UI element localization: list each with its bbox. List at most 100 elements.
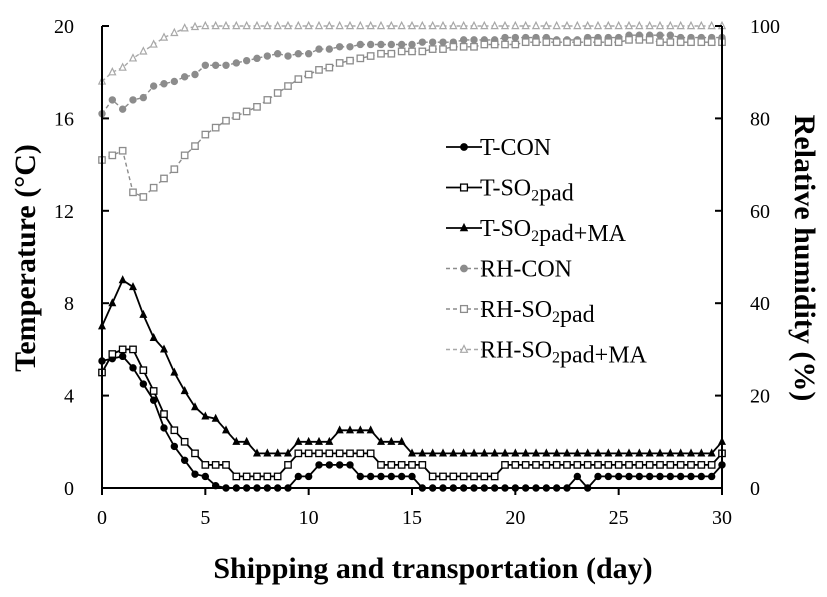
- data-point-rh-so2pad-ma: [325, 20, 334, 30]
- data-point-rh-so2pad: [118, 146, 127, 155]
- data-point-t-con: [201, 472, 210, 481]
- data-point-t-so2pad: [645, 461, 654, 469]
- data-point-rh-so2pad: [284, 82, 292, 90]
- data-point-rh-con: [315, 45, 323, 53]
- series-rh-so2pad: [98, 36, 726, 201]
- data-point-rh-so2pad-ma: [438, 20, 448, 30]
- data-point-t-so2pad: [160, 410, 168, 418]
- data-point-t-so2pad: [377, 461, 385, 469]
- data-point-t-so2pad-ma: [376, 436, 386, 445]
- data-point-rh-so2pad-ma: [201, 20, 210, 30]
- x-tick-label: 0: [97, 507, 107, 529]
- data-point-rh-so2pad-ma: [232, 20, 241, 30]
- data-point-rh-so2pad: [573, 38, 582, 47]
- data-point-t-con: [294, 472, 303, 481]
- data-point-t-so2pad-ma: [604, 448, 613, 457]
- data-point-t-so2pad-ma: [438, 448, 448, 457]
- data-point-t-so2pad-ma: [490, 448, 499, 457]
- data-point-rh-so2pad-ma: [521, 20, 530, 30]
- legend-label-rh-so2pad: RH-SO2pad: [480, 297, 595, 328]
- data-point-t-con: [139, 380, 148, 388]
- data-point-t-so2pad: [129, 345, 137, 354]
- data-point-t-so2pad: [346, 449, 354, 458]
- data-point-rh-so2pad-ma: [635, 20, 644, 30]
- data-point-t-so2pad: [594, 461, 602, 469]
- data-point-t-so2pad: [635, 461, 644, 469]
- data-point-rh-so2pad-ma: [542, 20, 551, 30]
- data-point-rh-so2pad-ma: [676, 20, 685, 30]
- data-point-t-so2pad: [253, 472, 261, 481]
- data-point-t-so2pad: [242, 472, 251, 481]
- data-point-rh-so2pad-ma: [242, 20, 251, 30]
- data-point-rh-con: [160, 80, 168, 88]
- data-point-rh-so2pad-ma: [345, 20, 355, 30]
- data-point-rh-so2pad: [645, 36, 654, 44]
- data-point-t-con: [635, 472, 644, 481]
- legend-label-rh-con: RH-CON: [480, 257, 572, 283]
- data-point-rh-so2pad: [614, 38, 623, 47]
- y-left-tick-label: 16: [54, 108, 74, 130]
- data-point-rh-so2pad: [408, 47, 416, 56]
- data-point-rh-con: [366, 40, 375, 49]
- data-point-t-con: [645, 472, 654, 481]
- data-point-t-so2pad: [273, 472, 282, 481]
- data-point-rh-so2pad-ma: [490, 20, 499, 30]
- data-point-rh-so2pad: [542, 38, 551, 47]
- data-point-t-so2pad-ma: [542, 448, 551, 457]
- data-point-t-con: [366, 472, 375, 481]
- data-point-t-so2pad: [366, 449, 375, 458]
- data-point-t-so2pad-ma: [201, 411, 210, 420]
- data-point-t-so2pad: [666, 461, 675, 469]
- data-point-t-con: [118, 352, 127, 361]
- data-point-t-so2pad: [356, 449, 365, 458]
- data-point-rh-so2pad: [346, 56, 354, 65]
- data-point-rh-con: [511, 33, 520, 42]
- data-point-rh-so2pad: [418, 47, 427, 56]
- data-point-t-so2pad-ma: [480, 448, 489, 457]
- data-point-t-so2pad-ma: [397, 436, 406, 445]
- data-point-rh-so2pad-ma: [459, 20, 468, 30]
- data-point-rh-con: [118, 105, 127, 113]
- data-point-t-so2pad: [284, 461, 292, 469]
- data-point-rh-so2pad-ma: [180, 23, 189, 32]
- data-point-t-so2pad-ma: [294, 436, 303, 445]
- data-point-t-con: [160, 424, 168, 432]
- data-point-t-so2pad: [501, 461, 509, 469]
- data-point-rh-so2pad: [604, 38, 613, 47]
- data-point-t-so2pad-ma: [635, 448, 644, 457]
- data-point-rh-so2pad: [108, 151, 117, 160]
- data-point-rh-so2pad-ma: [562, 20, 572, 30]
- data-point-rh-so2pad-ma: [697, 20, 706, 30]
- data-point-t-so2pad-ma: [190, 402, 200, 411]
- data-point-rh-so2pad: [180, 151, 189, 160]
- data-point-rh-so2pad-ma: [655, 20, 665, 30]
- data-point-rh-con: [459, 36, 468, 44]
- data-point-t-so2pad: [687, 461, 695, 469]
- series-line-rh-so2pad: [101, 39, 722, 198]
- data-point-rh-so2pad-ma: [624, 20, 634, 30]
- data-point-t-con: [356, 472, 365, 481]
- data-point-rh-con: [397, 40, 406, 49]
- data-point-t-so2pad-ma: [418, 448, 427, 457]
- data-point-rh-con: [335, 43, 344, 51]
- data-point-t-so2pad: [263, 472, 272, 481]
- data-point-rh-so2pad-ma: [304, 20, 313, 30]
- data-point-rh-so2pad: [377, 49, 385, 58]
- data-point-t-so2pad: [139, 366, 148, 375]
- series-t-con: [98, 352, 726, 492]
- data-point-t-so2pad-ma: [366, 425, 375, 434]
- data-point-rh-so2pad: [697, 38, 706, 47]
- data-point-rh-con: [418, 38, 427, 46]
- data-point-rh-con: [428, 38, 437, 46]
- data-point-t-so2pad-ma: [211, 413, 220, 422]
- data-point-rh-con: [263, 52, 272, 60]
- series-layer: [97, 20, 727, 492]
- data-point-t-so2pad: [697, 461, 706, 469]
- legend-item-rh-con: RH-CON: [446, 257, 572, 283]
- x-axis-title: Shipping and transportation (day): [213, 552, 652, 585]
- data-point-rh-so2pad: [191, 142, 199, 150]
- data-point-rh-so2pad: [687, 38, 695, 47]
- data-point-t-so2pad: [304, 449, 313, 458]
- data-point-t-so2pad: [232, 472, 241, 481]
- data-point-rh-con: [656, 31, 664, 39]
